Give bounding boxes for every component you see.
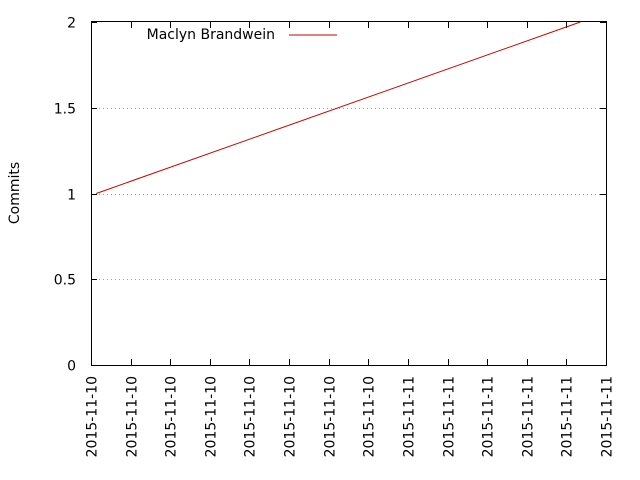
x-tick-label: 2015-11-10 <box>323 376 339 457</box>
x-tick-label: 2015-11-11 <box>442 376 458 457</box>
y-axis-ticks: 0 0.5 1 1.5 2 <box>54 16 606 375</box>
x-tick-label: 2015-11-10 <box>204 376 220 457</box>
x-tick-label: 2015-11-10 <box>164 376 180 457</box>
plot-area-frame <box>91 21 607 366</box>
x-tick-label: 2015-11-10 <box>243 376 259 457</box>
series-layer <box>96 21 581 194</box>
y-tick-label: 0 <box>67 359 76 375</box>
x-tick-label: 2015-11-11 <box>481 376 497 457</box>
y-tick-label: 2 <box>67 16 76 32</box>
x-axis-ticks: 2015-11-10 2015-11-10 2015-11-10 2015-11-10… <box>85 22 616 457</box>
series-line <box>96 21 581 194</box>
y-tick-label: 1.5 <box>54 102 76 118</box>
x-tick-label: 2015-11-10 <box>85 376 101 457</box>
legend-label: Maclyn Brandwein <box>147 27 275 43</box>
legend: Maclyn Brandwein <box>147 27 337 43</box>
y-axis-label: Commits <box>7 162 23 224</box>
x-tick-label: 2015-11-11 <box>560 376 576 457</box>
y-tick-label: 0.5 <box>54 273 76 289</box>
x-tick-label: 2015-11-11 <box>521 376 537 457</box>
y-tick-label: 1 <box>67 188 76 204</box>
grid-lines <box>91 108 606 280</box>
x-tick-label: 2015-11-11 <box>600 376 616 457</box>
x-tick-label: 2015-11-11 <box>402 376 418 457</box>
x-tick-label: 2015-11-10 <box>362 376 378 457</box>
x-tick-label: 2015-11-10 <box>125 376 141 457</box>
x-tick-label: 2015-11-10 <box>283 376 299 457</box>
